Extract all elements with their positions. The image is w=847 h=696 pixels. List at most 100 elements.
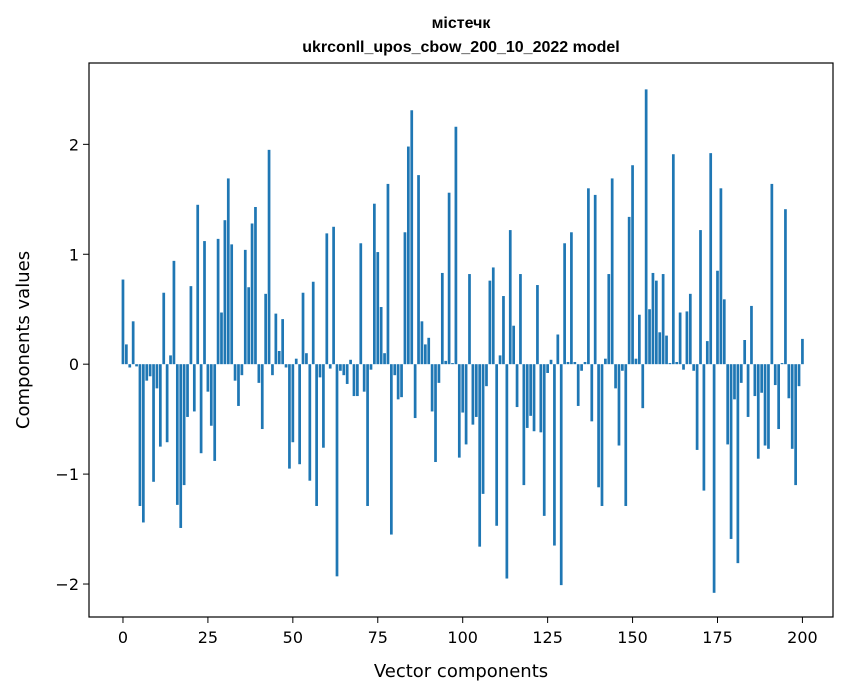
bar-42 [264, 294, 267, 364]
bar-23 [200, 364, 203, 453]
bar-38 [251, 223, 254, 364]
bar-199 [798, 364, 801, 386]
bar-63 [336, 364, 339, 576]
bar-140 [597, 364, 600, 487]
bar-34 [237, 364, 240, 406]
bar-200 [801, 339, 804, 364]
bar-130 [563, 243, 566, 364]
bar-55 [308, 364, 311, 481]
x-tick-label-150: 150 [617, 628, 648, 647]
bar-58 [319, 364, 322, 377]
bar-193 [777, 364, 780, 429]
x-axis: 0 25 50 75 100 125 150 175 200 [118, 617, 818, 647]
bar-57 [315, 364, 318, 506]
bar-96 [448, 193, 451, 364]
bar-71 [363, 364, 366, 391]
bar-1 [125, 344, 128, 364]
bar-54 [305, 353, 308, 364]
bar-80 [393, 364, 396, 375]
bar-166 [686, 311, 689, 364]
bar-128 [556, 335, 559, 365]
bar-137 [587, 188, 590, 364]
bar-154 [645, 89, 648, 364]
chart-title-line1: містечк [432, 15, 492, 32]
bar-27 [213, 364, 216, 461]
bar-125 [546, 364, 549, 373]
bar-72 [366, 364, 369, 506]
bar-131 [567, 362, 570, 364]
bar-83 [404, 232, 407, 364]
bar-95 [444, 361, 447, 364]
bar-151 [635, 359, 638, 364]
bar-198 [794, 364, 797, 485]
x-tick-label-100: 100 [447, 628, 478, 647]
bar-116 [516, 364, 519, 407]
bar-148 [624, 364, 627, 506]
bar-165 [682, 364, 685, 369]
bar-39 [254, 207, 257, 364]
bar-11 [159, 364, 162, 446]
bar-136 [584, 362, 587, 364]
bar-56 [312, 282, 315, 364]
bar-110 [495, 364, 498, 526]
bar-28 [217, 239, 220, 364]
bar-160 [665, 336, 668, 365]
bar-141 [601, 364, 604, 506]
bar-187 [757, 364, 760, 459]
x-tick-label-200: 200 [787, 628, 818, 647]
bar-134 [577, 364, 580, 406]
x-tick-label-75: 75 [368, 628, 388, 647]
bar-196 [787, 364, 790, 398]
bar-147 [621, 364, 624, 371]
bar-132 [570, 232, 573, 364]
bar-194 [781, 363, 784, 364]
bar-66 [346, 364, 349, 384]
bar-117 [519, 274, 522, 364]
bar-2 [128, 364, 131, 367]
y-axis: −2 −1 0 1 2 [55, 135, 89, 594]
bar-22 [196, 205, 199, 364]
bar-142 [604, 359, 607, 364]
bar-185 [750, 306, 753, 364]
bar-135 [580, 364, 583, 371]
bar-64 [339, 364, 342, 371]
bar-19 [186, 364, 189, 417]
bar-112 [502, 296, 505, 364]
bar-113 [506, 364, 509, 578]
bar-174 [713, 364, 716, 593]
bar-104 [475, 364, 478, 417]
bar-115 [512, 326, 515, 364]
bar-69 [356, 364, 359, 396]
bar-176 [720, 188, 723, 364]
bar-81 [397, 364, 400, 399]
bar-84 [407, 147, 410, 365]
bar-158 [658, 332, 661, 364]
bar-37 [247, 287, 250, 364]
bar-93 [438, 364, 441, 383]
bar-32 [230, 244, 233, 364]
x-tick-label-50: 50 [283, 628, 303, 647]
bar-126 [550, 360, 553, 364]
bar-156 [652, 273, 655, 364]
bar-122 [536, 285, 539, 364]
bar-138 [590, 364, 593, 421]
bar-91 [431, 364, 434, 411]
bar-26 [210, 364, 213, 426]
y-axis-label: Components values [13, 251, 34, 429]
bar-43 [268, 150, 271, 364]
bar-169 [696, 364, 699, 450]
bar-36 [244, 250, 247, 364]
bar-4 [135, 364, 138, 366]
bar-109 [492, 267, 495, 364]
bar-12 [162, 293, 165, 364]
bar-29 [220, 313, 223, 365]
bar-124 [543, 364, 546, 516]
x-tick-label-175: 175 [702, 628, 733, 647]
bar-17 [179, 364, 182, 528]
x-tick-label-125: 125 [532, 628, 563, 647]
y-tick-label-2: 2 [69, 135, 79, 154]
bar-177 [723, 299, 726, 364]
bar-143 [607, 274, 610, 364]
bar-188 [760, 364, 763, 393]
y-tick-label-1: 1 [69, 245, 79, 264]
